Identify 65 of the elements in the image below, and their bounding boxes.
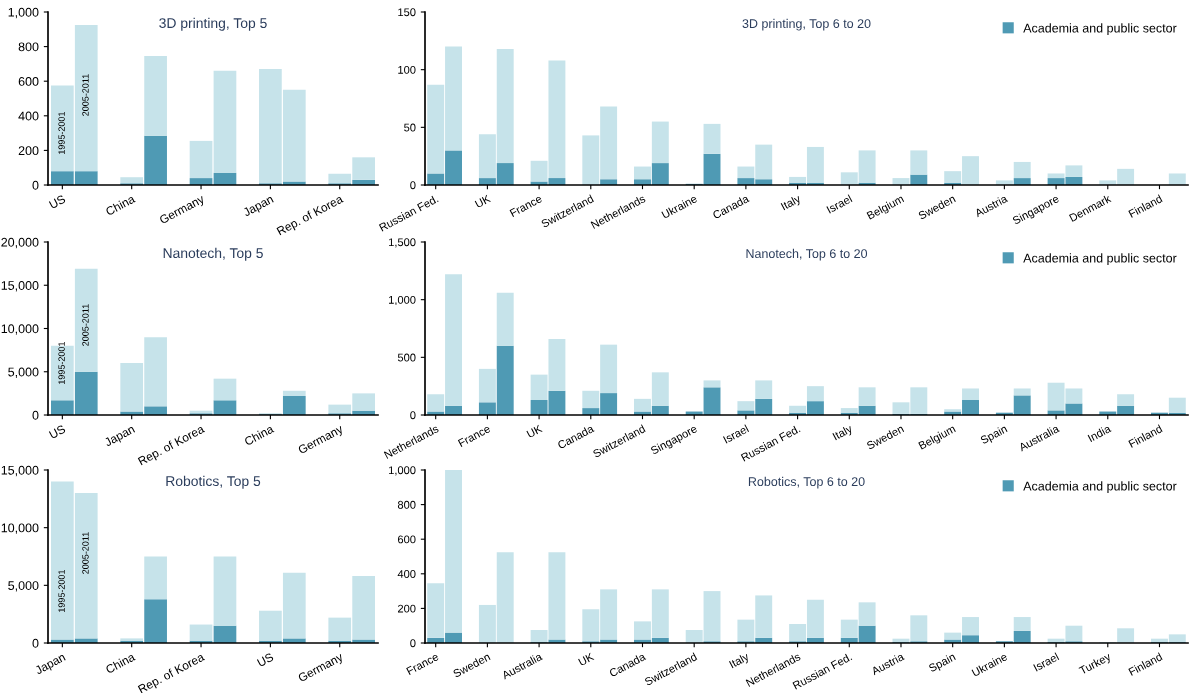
x-tick-label: India <box>1087 424 1112 443</box>
x-tick-label: Italy <box>780 194 803 213</box>
y-tick-label: 10,000 <box>1 523 39 534</box>
x-tick-label: Japan <box>34 652 67 677</box>
y-tick-label: 0 <box>32 638 39 648</box>
y-tick-label: 5,000 <box>8 581 39 592</box>
x-tick-label: Italy <box>832 424 855 443</box>
x-tick-label: Rep. of Korea <box>276 194 345 238</box>
text: Robotics, Top 6 to 20 <box>748 476 865 489</box>
annotation: 1995-2001 <box>58 341 65 384</box>
x-tick-label: Rep. of Korea <box>137 424 207 468</box>
y-tick-label: 15,000 <box>1 465 39 477</box>
x-tick-label: Japan <box>103 424 137 449</box>
annotation: 2005-2011 <box>82 532 89 574</box>
y-tick-label: 5,000 <box>8 367 39 378</box>
x-tick-label: UK <box>578 652 595 667</box>
chart-title: Nanotech, Top 5 <box>163 247 263 261</box>
x-tick-label: Japan <box>242 194 275 219</box>
text: Nanotech, Top 6 to 20 <box>746 248 868 261</box>
y-tick-label: 10,000 <box>1 324 39 335</box>
annotation: 2005-2011 <box>82 304 89 346</box>
y-tick-label: 400 <box>18 111 39 121</box>
x-tick-label: Spain <box>928 652 957 675</box>
y-tick-label: 0 <box>32 410 39 420</box>
chart-title: 3D printing, Top 5 <box>159 17 267 31</box>
y-tick-label: 100 <box>398 65 416 74</box>
x-tick-label: Rep. of Korea <box>137 652 207 693</box>
y-tick-label: 150 <box>398 8 416 17</box>
y-tick-label: 0 <box>32 180 39 190</box>
x-tick-label: Spain <box>979 424 1009 447</box>
y-tick-label: 600 <box>18 77 39 86</box>
x-tick-label: China <box>104 194 136 216</box>
y-tick-label: 0 <box>410 181 416 190</box>
x-tick-label: China <box>243 424 275 446</box>
x-tick-label: UK <box>474 194 492 209</box>
y-tick-label: 20,000 <box>1 237 39 249</box>
x-tick-label: China <box>104 652 136 674</box>
annotation: 1995-2001 <box>58 569 65 612</box>
annotation: 2005-2011 <box>82 74 89 116</box>
y-tick-label: 1,000 <box>389 466 416 476</box>
x-tick-label: Italy <box>728 652 751 671</box>
y-tick-label: 400 <box>397 570 416 578</box>
x-tick-label: US <box>48 424 66 439</box>
x-tick-label: US <box>256 652 274 667</box>
x-tick-label: US <box>48 194 66 209</box>
y-tick-label: 800 <box>397 500 416 509</box>
y-tick-label: 0 <box>410 411 416 420</box>
legend-label: Academia and public sector <box>1023 481 1177 493</box>
text: 3D printing, Top 6 to 20 <box>742 18 871 31</box>
legend-label: Academia and public sector <box>1023 23 1177 35</box>
y-tick-label: 50 <box>404 123 416 132</box>
annotation: 1995-2001 <box>58 111 65 154</box>
chart-title: Robotics, Top 5 <box>166 475 261 489</box>
y-tick-label: 600 <box>398 535 416 544</box>
y-tick-label: 1,000 <box>8 7 39 19</box>
legend-label: Academia and public sector <box>1023 253 1177 265</box>
y-tick-label: 200 <box>397 604 416 613</box>
y-tick-label: 1,500 <box>389 238 416 248</box>
y-tick-label: 800 <box>18 42 39 52</box>
y-tick-label: 200 <box>18 146 39 156</box>
y-tick-label: 500 <box>397 353 416 362</box>
y-tick-label: 0 <box>410 639 416 648</box>
y-tick-label: 1,000 <box>389 295 416 306</box>
x-tick-label: UK <box>526 424 543 439</box>
y-tick-label: 15,000 <box>1 281 39 292</box>
